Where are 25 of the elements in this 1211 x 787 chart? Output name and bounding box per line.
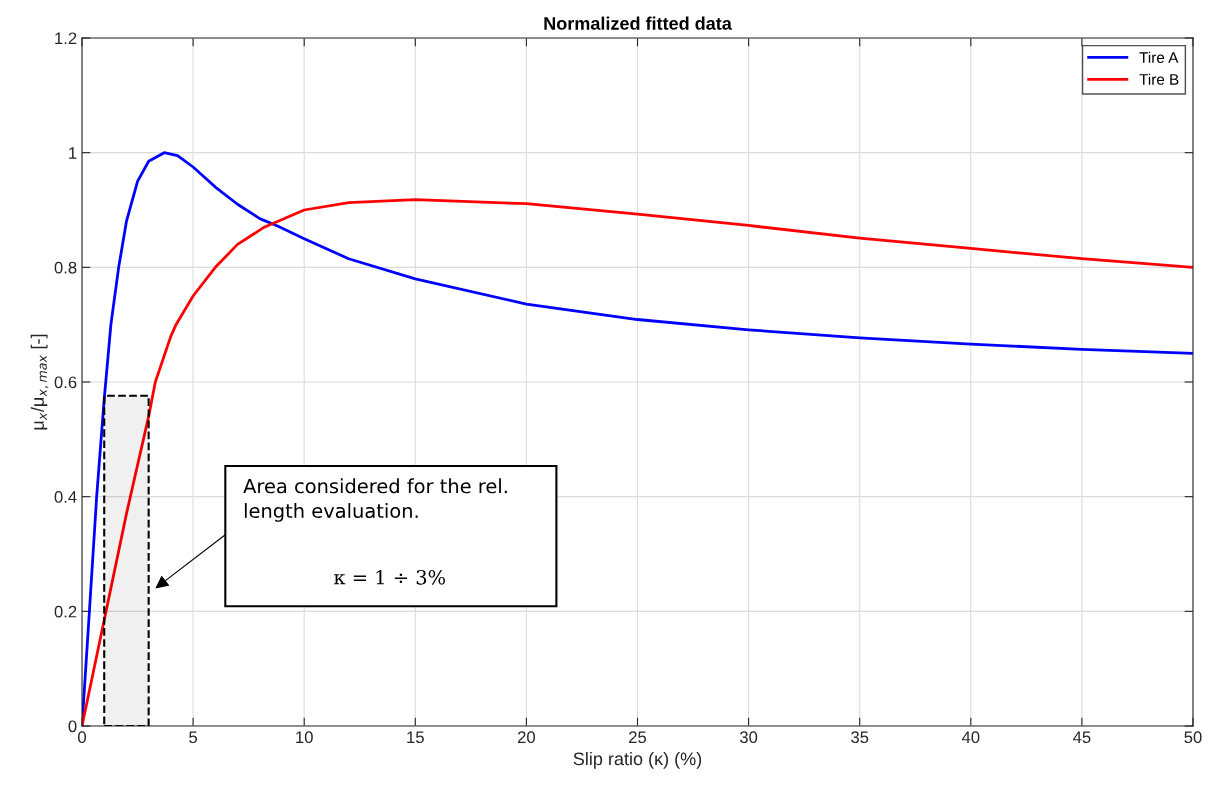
y-tick-label: 1 — [69, 147, 77, 159]
x-tick-label: 20 — [517, 731, 536, 744]
y-tick-label: 0.2 — [54, 605, 77, 618]
annotation: Area considered for the rel. length evaluation. — [243, 478, 507, 522]
y-tick-label: 0.4 — [54, 491, 77, 503]
y-tick-label: 0.8 — [54, 261, 77, 274]
x-tick-label: 40 — [961, 731, 980, 744]
x-tick-label: 30 — [739, 731, 758, 744]
x-tick-label: 50 — [1184, 731, 1202, 744]
y-tick-label: 0 — [68, 720, 77, 733]
x-axis-title: Slip ratio (κ) (%) — [573, 751, 702, 769]
x-tick-label: 10 — [296, 731, 313, 744]
x-tick-label: 0 — [78, 731, 86, 744]
y-tick-label: 1.2 — [55, 32, 77, 45]
legend-label: Tire B — [1139, 73, 1179, 85]
x-tick-label: 15 — [407, 731, 424, 744]
x-tick-label: 5 — [189, 731, 198, 744]
x-tick-label: 45 — [1073, 731, 1091, 744]
x-tick-label: 35 — [851, 731, 869, 744]
x-tick-label: 25 — [629, 731, 647, 744]
legend-label: Tire A — [1139, 51, 1179, 63]
y-tick-label: 0.6 — [54, 376, 77, 389]
chart-title: Normalized fitted data — [544, 16, 732, 30]
annotation: κ = 1 ÷ 3% — [334, 569, 446, 585]
y-axis-title: μ$_{x}$/μ$_{x,max}$ [-] — [30, 334, 49, 430]
